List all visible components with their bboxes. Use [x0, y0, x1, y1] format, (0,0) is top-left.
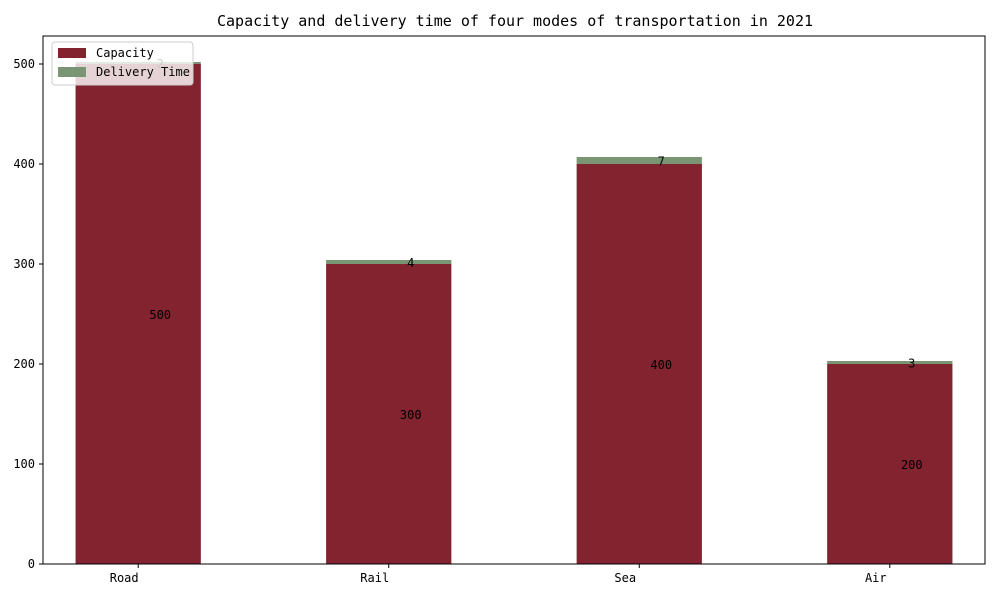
x-tick-label: Air — [865, 571, 887, 585]
y-tick-label: 100 — [13, 457, 35, 471]
chart-title: Capacity and delivery time of four modes… — [217, 12, 813, 30]
y-tick-label: 200 — [13, 357, 35, 371]
data-label-capacity-road: 500 — [149, 308, 171, 322]
y-tick-label: 500 — [13, 57, 35, 71]
data-label-delivery-time-air: 3 — [908, 357, 915, 371]
legend-swatch-delivery-time — [58, 67, 86, 77]
x-tick-label: Rail — [360, 571, 389, 585]
y-tick-label: 400 — [13, 157, 35, 171]
y-tick-label: 300 — [13, 257, 35, 271]
x-tick-label: Sea — [614, 571, 636, 585]
y-axis: 0 100 200 300 400 500 — [13, 57, 43, 571]
data-labels-layer: 5002300440072003 — [149, 57, 922, 472]
legend-label-delivery-time: Delivery Time — [96, 65, 190, 79]
data-label-delivery-time-sea: 7 — [658, 155, 665, 169]
legend-label-capacity: Capacity — [96, 46, 154, 60]
data-label-capacity-sea: 400 — [650, 358, 672, 372]
bar-delivery-time-air — [827, 361, 953, 364]
legend-swatch-capacity — [58, 48, 86, 58]
y-tick-label: 0 — [28, 557, 35, 571]
bars-layer — [75, 62, 953, 564]
x-tick-label: Road — [110, 571, 139, 585]
bar-capacity-rail — [326, 264, 452, 564]
x-axis: Road Rail Sea Air — [110, 564, 891, 585]
legend: Capacity Delivery Time — [51, 41, 194, 86]
bar-capacity-sea — [576, 164, 702, 564]
plot-frame — [42, 35, 986, 565]
bar-capacity-road — [75, 64, 201, 564]
legend-box — [51, 41, 194, 86]
bar-delivery-time-sea — [576, 157, 702, 164]
bar-capacity-air — [827, 364, 953, 564]
data-label-capacity-air: 200 — [901, 458, 923, 472]
data-label-delivery-time-rail: 4 — [407, 256, 414, 270]
data-label-capacity-rail: 300 — [400, 408, 422, 422]
bar-delivery-time-rail — [326, 260, 452, 264]
